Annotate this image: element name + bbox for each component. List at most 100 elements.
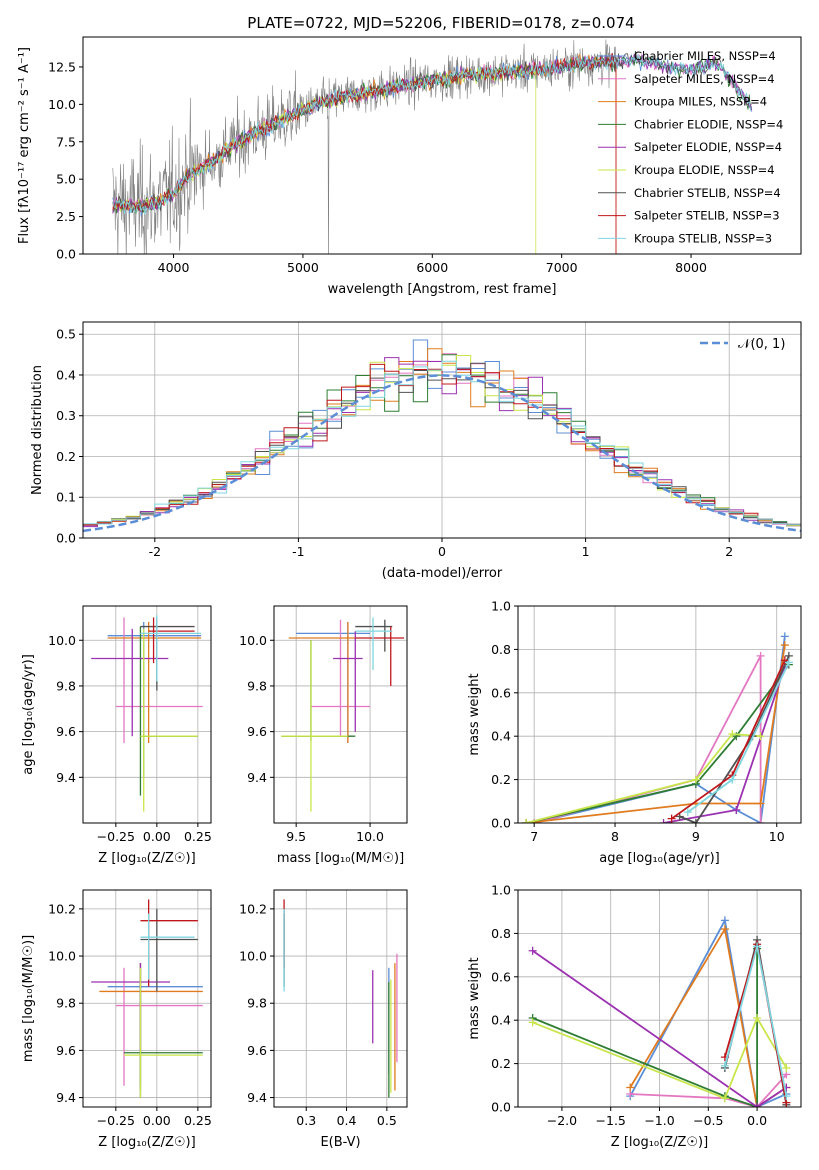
y-axis-label: Flux [fλ10⁻¹⁷ erg cm⁻² s⁻¹ A⁻¹] [17,47,32,244]
y-tick-label: 0.2 [491,1056,511,1071]
y-axis-label: mass weight [467,957,482,1039]
point-marker [691,819,700,823]
x-tick-label: 0.5 [377,1113,397,1128]
x-tick-label: 0 [438,544,446,559]
x-axis-label: Z [log₁₀(Z/Z☉)] [98,1135,195,1150]
y-tick-label: 10.0 [48,949,76,964]
y-tick-label: 10.0 [239,633,267,648]
y-axis-label: age [log₁₀(age/yr)] [21,654,36,775]
point-marker [753,1014,762,1023]
x-tick-label: 8 [611,829,619,844]
x-tick-label: 7 [530,829,538,844]
y-tick-label: 0.2 [56,449,76,464]
y-tick-label: 10.2 [239,901,267,916]
x-tick-label: −1.0 [644,1113,674,1128]
point-marker [782,1092,791,1101]
point-marker [756,732,765,741]
point-marker [780,632,789,641]
mass_weight_vs_age-plot-area [518,606,801,823]
point-marker [780,656,789,665]
y-axis-label: mass [log₁₀(M/M☉)] [21,935,36,1062]
x-tick-label: -1 [292,544,304,559]
y-tick-label: 9.4 [247,770,267,785]
mass-weight-series [525,733,761,823]
mass-weight-series [532,948,758,1107]
legend-label: Salpeter STELIB, NSSP=3 [634,209,780,223]
point-marker [691,775,700,784]
point-marker [720,1094,729,1103]
axes-frame [82,889,212,1108]
x-tick-label: −2.0 [547,1113,577,1128]
x-tick-label: 10.0 [356,829,384,844]
y-tick-label: 9.8 [247,678,267,693]
point-marker [528,946,537,955]
y-tick-label: 0.0 [56,247,76,262]
y-tick-label: 0.1 [56,490,76,505]
mass-weight-series [525,644,786,823]
mass-weight-series [525,664,790,823]
mass-weight-series [630,1073,788,1107]
x-axis-label: age [log₁₀(age/yr)] [599,851,720,866]
y-tick-label: 0.0 [56,531,76,546]
y-tick-label: 2.5 [56,209,76,224]
x-tick-label: 0.00 [143,1113,171,1128]
y-tick-label: 1.0 [491,599,511,614]
y-tick-label: 1.0 [491,883,511,898]
spectrum-legend: Chabrier MILES, NSSP=4 Salpeter MILES, NS… [598,49,783,245]
point-marker [667,814,676,823]
chart-spectrum: Chabrier MILES, NSSP=4 Salpeter MILES, NS… [17,36,802,297]
y-tick-label: 0.6 [491,685,511,700]
y-tick-label: 0.6 [491,969,511,984]
point-marker [753,1103,762,1107]
mass_vs_ebv-plot-area [274,890,407,1107]
legend-label: Salpeter ELODIE, NSSP=4 [634,140,782,154]
legend-label: Salpeter MILES, NSSP=4 [634,72,775,86]
y-tick-label: 9.4 [56,1090,76,1105]
x-tick-label: 7000 [546,260,578,275]
x-tick-label: 6000 [416,260,448,275]
y-tick-label: 12.5 [48,59,76,74]
x-axis-label: Z [log₁₀(Z/Z☉)] [611,1135,708,1150]
y-tick-label: 0.0 [491,816,511,831]
y-tick-label: 9.8 [56,678,76,693]
axes-frame [273,889,408,1108]
axes-frame [82,605,212,824]
point-marker [728,730,737,739]
mass-weight-series [679,655,790,823]
x-tick-label: 4000 [158,260,190,275]
mass-weight-series [532,1015,788,1100]
x-tick-label: 0.4 [337,1113,357,1128]
y-tick-label: 9.6 [56,1043,76,1058]
point-marker [528,1018,537,1027]
legend-label: Kroupa ELODIE, NSSP=4 [634,163,775,177]
mass_weight_vs_Z-plot-area [518,890,801,1107]
mass-weight-series [533,655,762,823]
x-tick-label: 2 [725,544,733,559]
y-axis-label: Normed distribution [30,365,45,495]
age_vs_Z-plot-area [83,606,211,823]
legend-label: 𝒩(0, 1) [738,337,785,352]
x-axis-label: (data-model)/error [382,566,503,581]
legend-label: Chabrier MILES, NSSP=4 [634,49,776,63]
point-marker [756,799,765,808]
y-tick-label: 9.8 [247,996,267,1011]
axes-frame [82,36,802,255]
figure-title: PLATE=0722, MJD=52206, FIBERID=0178, z=0… [247,14,634,32]
y-tick-label: 10.0 [239,949,267,964]
histogram-series [83,360,801,538]
spectrum-model-line [112,52,617,254]
y-tick-label: 0.2 [491,772,511,787]
y-tick-label: 0.4 [491,1013,511,1028]
y-tick-label: 0.4 [56,367,76,382]
y-tick-label: 7.5 [56,134,76,149]
chart-mass_vs_Z: −0.25 0.00 0.25 9.4 9.6 9.8 10.0 10.2 Z [log₁₀(Z… [21,889,212,1150]
axes-frame [517,605,802,824]
spectrum-model-line [112,50,752,213]
axes-frame [273,605,408,824]
x-tick-label: -2 [149,544,161,559]
residuals-plot-area [83,322,801,538]
x-axis-label: wavelength [Angstrom, rest frame] [328,282,557,297]
x-tick-label: 1 [582,544,590,559]
y-tick-label: 0.8 [491,926,511,941]
x-tick-label: 0.3 [296,1113,316,1128]
